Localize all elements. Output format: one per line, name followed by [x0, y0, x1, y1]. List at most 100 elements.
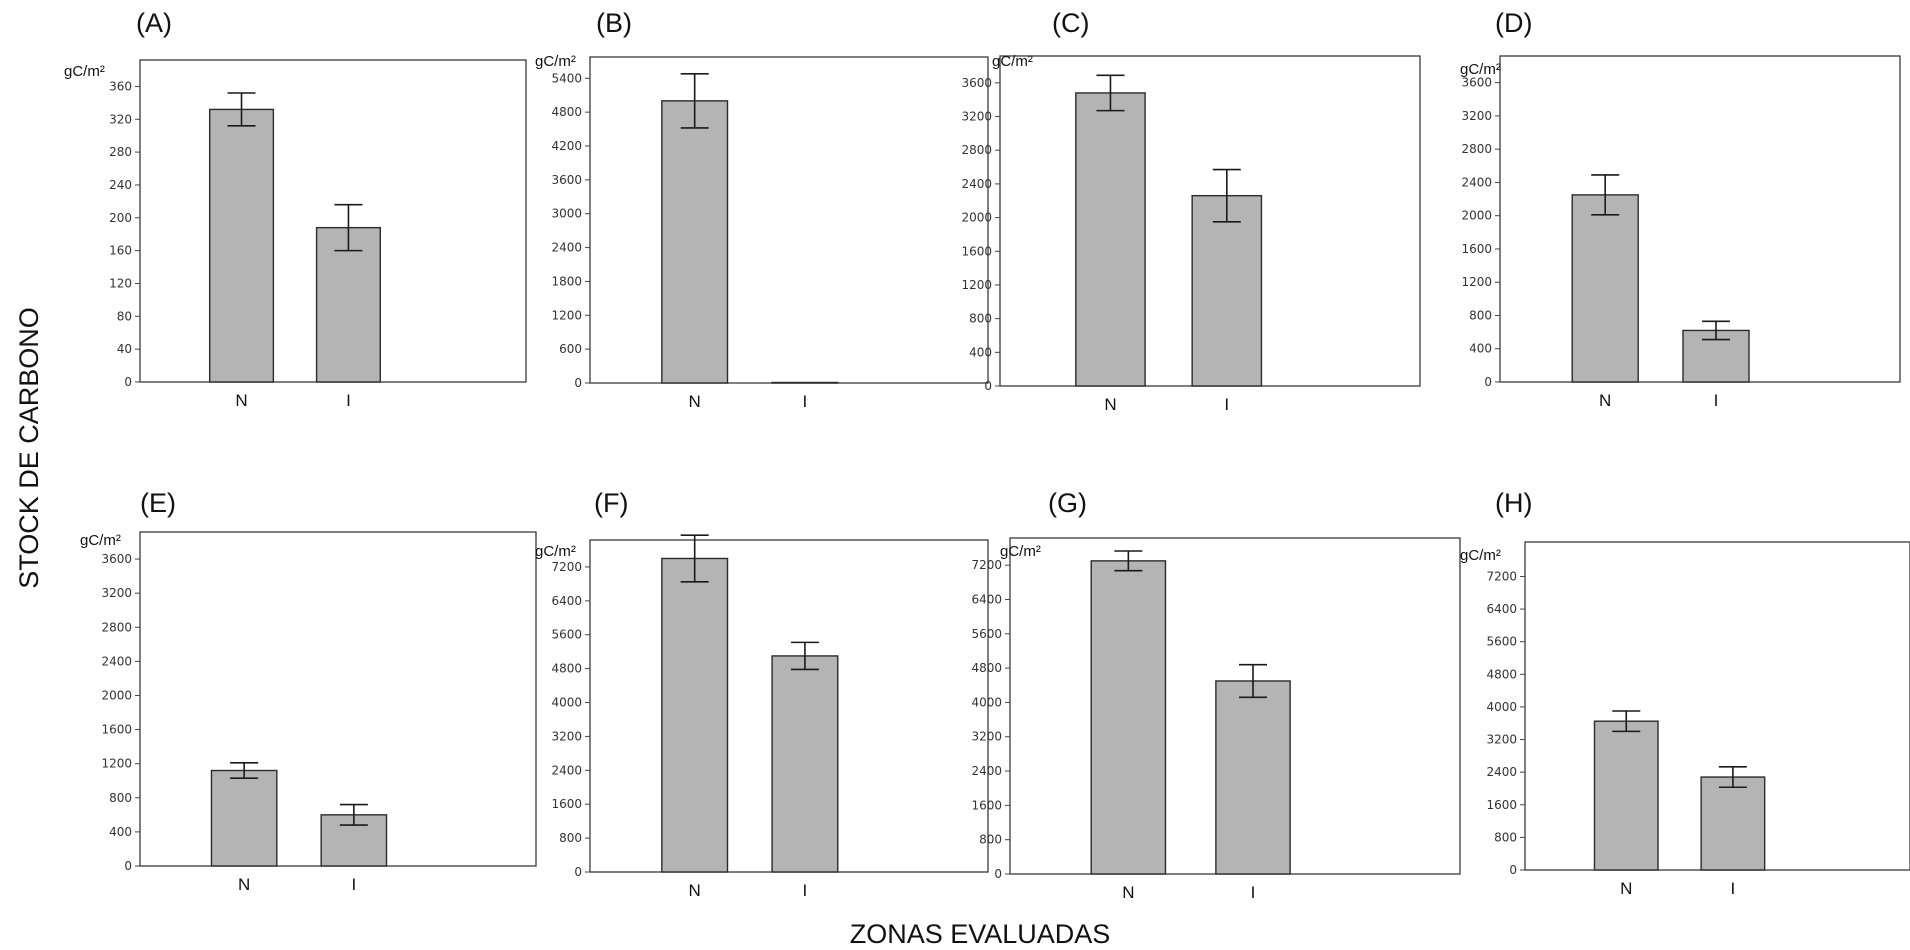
y-tick-label: 2000 [1461, 209, 1492, 223]
y-tick-label: 2000 [101, 688, 132, 702]
y-tick-label: 2400 [101, 654, 132, 668]
chart-panel: (B) gC/m² 0 600 1200 1800 2400 3000 3600 4200 4800… [535, 8, 989, 411]
bar [1075, 92, 1146, 387]
y-tick-label: 1600 [101, 723, 132, 737]
y-tick-label: 4800 [971, 661, 1002, 675]
y-tick-label: 3600 [101, 552, 132, 566]
y-tick-label: 7200 [551, 560, 582, 574]
y-tick-label: 4000 [1486, 700, 1517, 714]
chart-panel: (G) gC/m² 0 800 1600 2400 3200 4000 4800 5600 6400… [971, 488, 1461, 902]
y-tick-label: 1200 [551, 308, 582, 322]
unit-label: gC/m² [64, 63, 105, 80]
y-tick-label: 4000 [971, 695, 1002, 709]
category-label: I [1224, 395, 1229, 414]
bar [208, 108, 275, 383]
chart-panel: (A) gC/m² 0 40 80 120 160 200 240 280 320 360 N I [64, 8, 527, 410]
y-axis-title: STOCK DE CARBONO [14, 307, 44, 589]
y-tick-label: 0 [574, 865, 582, 879]
y-tick-label: 800 [559, 831, 582, 845]
y-tick-label: 800 [979, 833, 1002, 847]
y-tick-label: 1600 [1486, 798, 1517, 812]
y-tick-label: 3600 [551, 173, 582, 187]
y-tick-label: 2400 [971, 764, 1002, 778]
y-tick-label: 6400 [551, 594, 582, 608]
chart-panel: (E) gC/m² 0 400 800 1200 1600 2000 2400 2800 3200 3… [80, 488, 537, 894]
y-tick-label: 800 [1494, 830, 1517, 844]
y-tick-label: 160 [109, 244, 132, 258]
y-tick-label: 3200 [1461, 109, 1492, 123]
y-tick-label: 4200 [551, 139, 582, 153]
y-tick-label: 2400 [961, 177, 992, 191]
bar [1090, 560, 1167, 875]
y-tick-label: 1200 [1461, 275, 1492, 289]
y-tick-label: 1600 [961, 244, 992, 258]
y-tick-label: 800 [1469, 308, 1492, 322]
y-tick-label: 800 [109, 791, 132, 805]
unit-label: gC/m² [992, 53, 1033, 70]
y-tick-label: 4800 [551, 105, 582, 119]
y-tick-label: 3600 [1461, 76, 1492, 90]
y-tick-label: 400 [109, 825, 132, 839]
y-tick-label: 2400 [1486, 765, 1517, 779]
panel-label: (B) [596, 8, 632, 38]
y-tick-label: 6400 [971, 592, 1002, 606]
chart-panel: (D) gC/m² 0 400 800 1200 1600 2000 2400 2800 3200 3… [1460, 8, 1901, 410]
category-label: N [689, 392, 701, 411]
panel-label: (E) [140, 488, 176, 518]
y-tick-label: 0 [994, 867, 1002, 881]
unit-label: gC/m² [535, 543, 576, 560]
bar [661, 557, 729, 873]
panel-label: (H) [1495, 488, 1532, 518]
category-label: N [689, 881, 701, 900]
unit-label: gC/m² [535, 53, 576, 70]
y-tick-label: 0 [124, 859, 132, 873]
unit-label: gC/m² [1000, 543, 1041, 560]
panels-group: (A) gC/m² 0 40 80 120 160 200 240 280 320 360 N I (B) g… [64, 8, 1910, 902]
y-tick-label: 40 [117, 342, 132, 356]
category-label: I [1714, 391, 1719, 410]
y-tick-label: 3600 [961, 76, 992, 90]
bar [1191, 194, 1263, 387]
unit-label: gC/m² [1460, 61, 1501, 78]
bar [771, 655, 839, 873]
category-label: N [1104, 395, 1116, 414]
y-tick-label: 2800 [101, 620, 132, 634]
y-tick-label: 6400 [1486, 602, 1517, 616]
panel-label: (D) [1495, 8, 1532, 38]
category-label: N [235, 391, 247, 410]
bar [1215, 680, 1291, 875]
category-label: I [1251, 883, 1256, 902]
panel-label: (F) [594, 488, 628, 518]
y-tick-label: 3200 [961, 110, 992, 124]
bar [210, 769, 278, 867]
y-tick-label: 1600 [551, 797, 582, 811]
y-tick-label: 5400 [551, 71, 582, 85]
y-tick-label: 400 [969, 345, 992, 359]
y-tick-label: 1200 [101, 757, 132, 771]
y-tick-label: 360 [109, 79, 132, 93]
panel-label: (G) [1048, 488, 1087, 518]
y-tick-label: 0 [124, 375, 132, 389]
y-tick-label: 5600 [551, 628, 582, 642]
y-tick-label: 240 [109, 178, 132, 192]
y-tick-label: 80 [117, 309, 132, 323]
category-label: I [346, 391, 351, 410]
panel-label: (A) [136, 8, 172, 38]
y-tick-label: 120 [109, 276, 132, 290]
unit-label: gC/m² [1460, 547, 1501, 564]
category-label: N [1599, 391, 1611, 410]
category-label: N [238, 875, 250, 894]
y-tick-label: 2800 [961, 143, 992, 157]
y-tick-label: 320 [109, 112, 132, 126]
y-tick-label: 200 [109, 211, 132, 225]
y-tick-label: 1600 [1461, 242, 1492, 256]
y-tick-label: 2400 [1461, 175, 1492, 189]
chart-panel: (C) gC/m² 0 400 800 1200 1600 2000 2400 2800 3200 3… [961, 8, 1421, 414]
y-tick-label: 2000 [961, 211, 992, 225]
y-tick-label: 7200 [1486, 569, 1517, 583]
y-tick-label: 3000 [551, 207, 582, 221]
category-label: I [351, 875, 356, 894]
unit-label: gC/m² [80, 532, 121, 549]
y-tick-label: 1200 [961, 278, 992, 292]
y-tick-label: 600 [559, 342, 582, 356]
